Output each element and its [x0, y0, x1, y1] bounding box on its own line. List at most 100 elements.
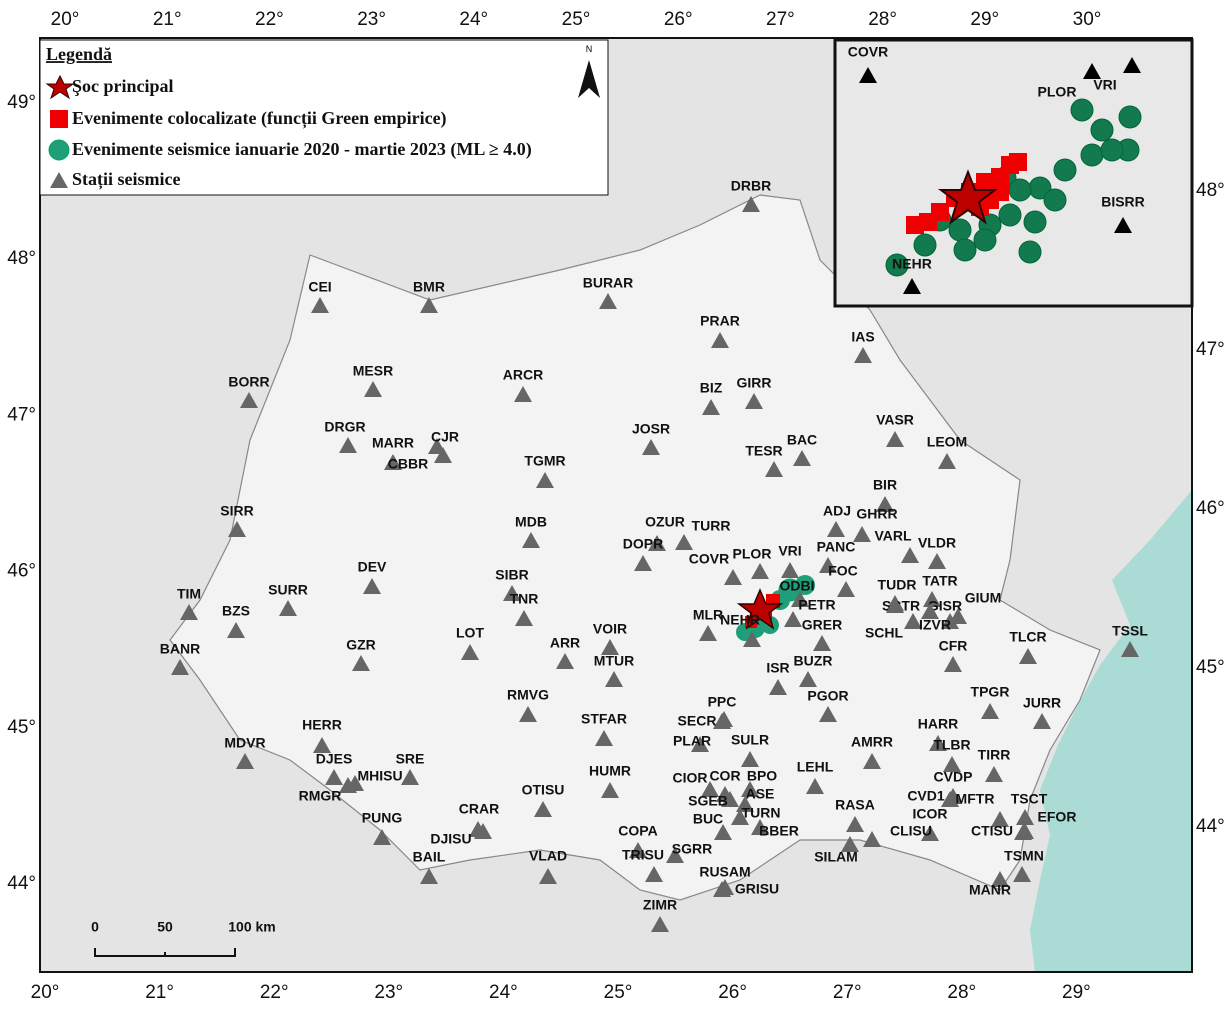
station-label: MTUR	[594, 653, 634, 669]
top-tick-label: 26°	[664, 9, 693, 30]
station	[645, 866, 663, 882]
station-label: SILAM	[814, 849, 858, 865]
station-label: NEHR	[720, 612, 760, 628]
inset-colocated	[991, 168, 1009, 186]
left-tick-label: 46°	[7, 561, 36, 582]
station-label: MDB	[515, 514, 547, 530]
bottom-tick-label: 25°	[604, 982, 633, 1003]
station-label: CJR	[431, 429, 459, 445]
legend-title: Legendă	[46, 44, 112, 64]
station	[651, 916, 669, 932]
station	[1033, 713, 1051, 729]
station	[793, 450, 811, 466]
station-label: TLBR	[933, 737, 970, 753]
station-label: BZS	[222, 603, 250, 619]
station	[536, 472, 554, 488]
inset-event	[1053, 158, 1077, 182]
station	[629, 842, 647, 858]
station-label: GZR	[346, 637, 376, 653]
station-label: VASR	[876, 412, 914, 428]
station-label: PLAR	[673, 733, 711, 749]
station	[469, 821, 487, 837]
station	[642, 439, 660, 455]
station-label: BUC	[693, 811, 723, 827]
station-label: PLOR	[733, 546, 772, 562]
station-label: TNR	[510, 591, 539, 607]
station	[923, 591, 941, 607]
station-label: SIRR	[220, 503, 253, 519]
station	[928, 553, 946, 569]
station-label: IAS	[851, 329, 874, 345]
station-label: JOSR	[632, 421, 670, 437]
right-tick-label: 44°	[1196, 816, 1225, 837]
station-label: ADJ	[823, 503, 851, 519]
top-tick-label: 23°	[357, 9, 386, 30]
station	[601, 782, 619, 798]
legend-item: Stații seismice	[72, 169, 180, 190]
station-label: CIOR	[673, 770, 708, 786]
station	[981, 703, 999, 719]
station-label: LEOM	[927, 434, 967, 450]
top-tick-label: 29°	[970, 9, 999, 30]
station	[595, 730, 613, 746]
station-label: ISR	[766, 660, 789, 676]
inset-event	[1008, 178, 1032, 202]
station-label: VLDR	[918, 535, 956, 551]
station-label: BAIL	[413, 849, 446, 865]
station-label: TGMR	[524, 453, 565, 469]
station-label: VARL	[874, 528, 912, 544]
station-label: RMGR	[299, 788, 342, 804]
station	[741, 751, 759, 767]
inset-event	[913, 233, 937, 257]
station-label: BIR	[873, 477, 897, 493]
station	[279, 600, 297, 616]
station	[745, 393, 763, 409]
station	[859, 67, 877, 83]
station-label: TRISU	[622, 847, 664, 863]
station-label: SRE	[396, 751, 425, 767]
station-label: COR	[709, 768, 740, 784]
station-label: JURR	[1023, 695, 1061, 711]
station-label: GRISU	[735, 881, 779, 897]
station-label: BMR	[413, 279, 445, 295]
bottom-tick-label: 20°	[31, 982, 60, 1003]
station-label: BURAR	[583, 275, 634, 291]
top-tick-label: 21°	[153, 9, 182, 30]
station-label: GHRR	[856, 506, 897, 522]
station-label: IZVR	[919, 617, 951, 633]
station	[711, 332, 729, 348]
station	[991, 811, 1009, 827]
station-label: BAC	[787, 432, 817, 448]
station-label: BUZR	[794, 653, 833, 669]
station	[171, 659, 189, 675]
station-label: COPA	[618, 823, 657, 839]
inset-station-label: VRI	[1093, 77, 1116, 93]
station-label: PRAR	[700, 313, 740, 329]
station	[339, 437, 357, 453]
station-label: PUNG	[362, 810, 403, 826]
station-label: COVR	[689, 551, 729, 567]
station-label: TPGR	[971, 684, 1010, 700]
station	[876, 496, 894, 512]
station-label: MDVR	[224, 735, 265, 751]
station-label: CLISU	[890, 823, 932, 839]
station	[339, 777, 357, 793]
station-label: TSCT	[1011, 791, 1048, 807]
station	[736, 796, 754, 812]
station	[784, 611, 802, 627]
inset-mainshock	[938, 169, 998, 225]
station	[854, 347, 872, 363]
inset-station-label: NEHR	[892, 256, 932, 272]
station	[713, 881, 731, 897]
station-label: DEV	[358, 559, 387, 575]
station	[702, 399, 720, 415]
left-tick-label: 45°	[7, 717, 36, 738]
bottom-tick-label: 23°	[374, 982, 403, 1003]
station	[1121, 641, 1139, 657]
station-label: VLAD	[529, 848, 567, 864]
station	[724, 569, 742, 585]
station	[1019, 648, 1037, 664]
station	[921, 825, 939, 841]
station	[743, 631, 761, 647]
